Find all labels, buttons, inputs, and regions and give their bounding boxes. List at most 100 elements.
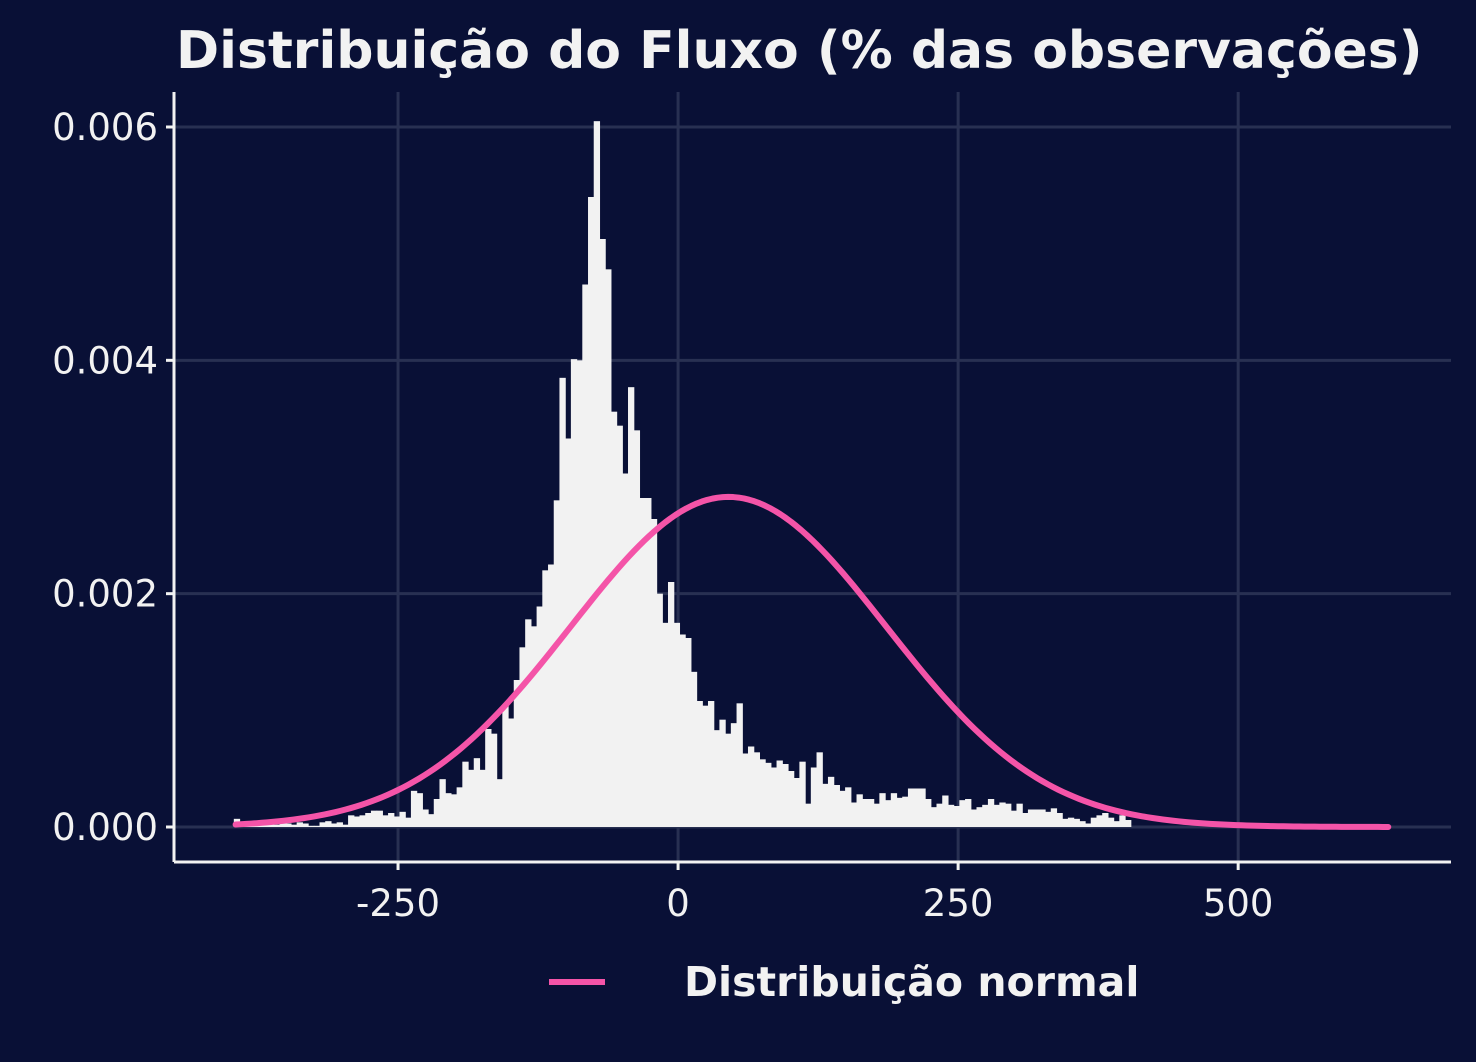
histogram-bar [919, 788, 926, 827]
histogram-bar [982, 804, 989, 827]
histogram-bar [553, 500, 561, 827]
histogram-bar [536, 606, 543, 827]
histogram-bar [330, 823, 338, 827]
histogram-bar [462, 761, 469, 827]
histogram-bar [1079, 821, 1086, 827]
histogram-bar [1125, 820, 1132, 827]
histogram-bar [850, 802, 858, 827]
histogram-bar [862, 799, 869, 827]
histogram-bar [936, 803, 943, 827]
histogram-bar [725, 733, 732, 827]
histogram-bar [628, 387, 635, 827]
normal-curve-layer [232, 493, 1392, 830]
histogram-bar [930, 807, 938, 827]
histogram-bar [759, 759, 766, 827]
histogram-bar [1096, 815, 1103, 827]
histogram-bar [525, 619, 532, 827]
histogram-bar [490, 733, 498, 827]
histogram-bar [1073, 818, 1080, 827]
histogram-bar [690, 671, 698, 827]
histogram-bar [290, 824, 298, 827]
histogram-bar [622, 473, 629, 827]
histogram-bar [999, 802, 1006, 827]
histogram-bar [410, 790, 418, 827]
histogram-bar [473, 758, 481, 827]
histogram-bar [696, 701, 703, 827]
histogram-bar [530, 626, 538, 827]
histogram-bar [1119, 815, 1126, 827]
histogram-bar [450, 794, 458, 827]
histogram-bar [959, 800, 966, 827]
histogram-bar [1113, 821, 1120, 827]
histogram-bar [816, 752, 823, 827]
histogram-bar [873, 803, 880, 827]
histogram-bar [827, 776, 835, 827]
histogram-bar [1005, 803, 1012, 827]
histogram-bar [496, 779, 503, 827]
histogram-bar [1090, 817, 1098, 827]
histogram-bar [399, 811, 406, 827]
histogram-bar [570, 359, 578, 827]
histogram-bar [342, 824, 349, 827]
histogram-bar [370, 810, 378, 827]
histogram-bar [588, 197, 595, 827]
histogram-bar [839, 790, 846, 827]
histogram-bar [879, 793, 886, 827]
histogram-bar [1027, 809, 1035, 827]
histogram-bar [319, 822, 326, 827]
histogram-bar [336, 822, 343, 827]
y-tick-label: 0.004 [52, 339, 158, 382]
histogram-bar [433, 799, 441, 827]
histogram-bar [650, 519, 658, 827]
histogram-bar [1016, 803, 1023, 827]
histogram-bar [639, 498, 646, 827]
histogram-bar [313, 825, 321, 827]
histogram-bar [730, 723, 738, 827]
histogram-bar [593, 121, 601, 828]
histogram-bar [1067, 817, 1075, 827]
histogram-bar [542, 570, 549, 827]
histogram-bar [925, 799, 932, 827]
histogram-bar [833, 785, 840, 827]
histogram-bar [1039, 809, 1046, 827]
histogram-bar [782, 764, 789, 827]
histogram-bar [279, 823, 286, 827]
histogram-bar [673, 622, 681, 827]
normal-curve-line [232, 493, 1392, 830]
histogram-bar [633, 430, 641, 827]
tick-labels: -250 0 250 500 0.000 0.002 0.004 0.006 [52, 106, 1273, 925]
histogram-bar [439, 779, 446, 827]
axes [166, 92, 1451, 870]
histogram-bar [1056, 813, 1063, 827]
y-tick-label: 0.000 [52, 806, 158, 849]
histogram-bar [365, 813, 372, 827]
histogram-bar [308, 825, 315, 827]
histogram-bar [393, 816, 401, 827]
histogram-bar [993, 804, 1000, 827]
histogram-bar [787, 771, 795, 827]
histogram-bar [1050, 808, 1058, 827]
histogram-bar [902, 796, 909, 827]
histogram-bar [616, 425, 623, 827]
histogram-bar [296, 822, 303, 827]
histogram-bar [867, 799, 875, 827]
legend: Distribuição normal [549, 958, 1139, 1006]
histogram-bar [913, 788, 920, 827]
histogram-bar [485, 729, 492, 827]
histogram-bar [987, 799, 995, 827]
histogram-bar [422, 809, 429, 827]
histogram-bar [799, 761, 806, 827]
histogram-bar [805, 803, 812, 827]
histogram-bar [890, 793, 898, 827]
histogram-bar [1102, 813, 1109, 827]
histogram-bar [1107, 817, 1115, 827]
histogram-bar [610, 411, 618, 827]
histogram-bar [559, 377, 566, 827]
histogram-bar [1062, 818, 1069, 827]
y-tick-label: 0.006 [52, 106, 158, 149]
histogram-bar [359, 815, 366, 827]
histogram-bar [856, 794, 863, 827]
histogram-bar [382, 815, 389, 827]
